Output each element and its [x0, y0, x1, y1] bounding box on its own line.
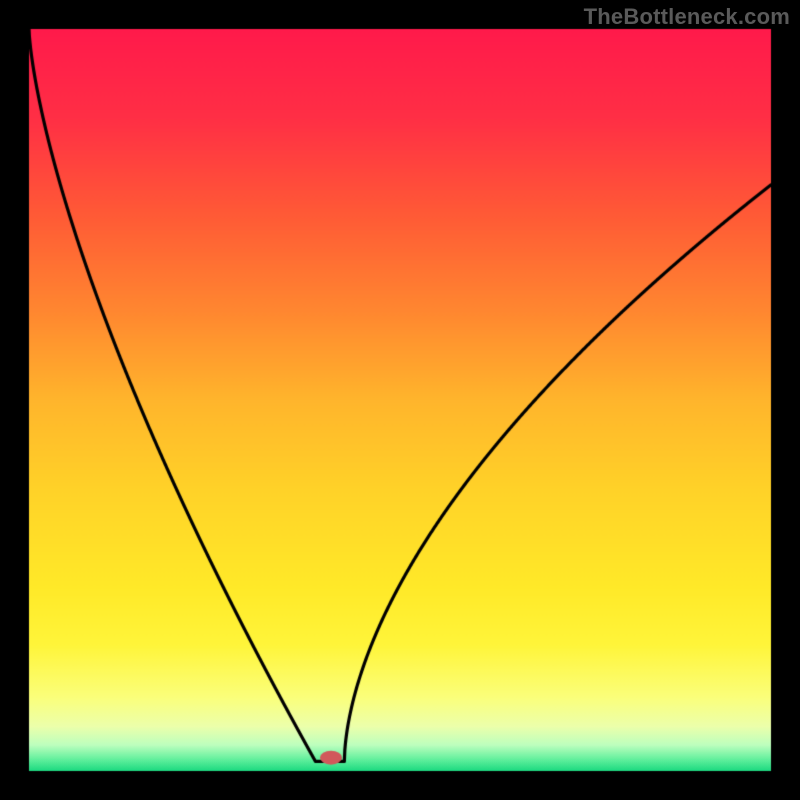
bottleneck-chart-canvas — [0, 0, 800, 800]
chart-root: TheBottleneck.com — [0, 0, 800, 800]
